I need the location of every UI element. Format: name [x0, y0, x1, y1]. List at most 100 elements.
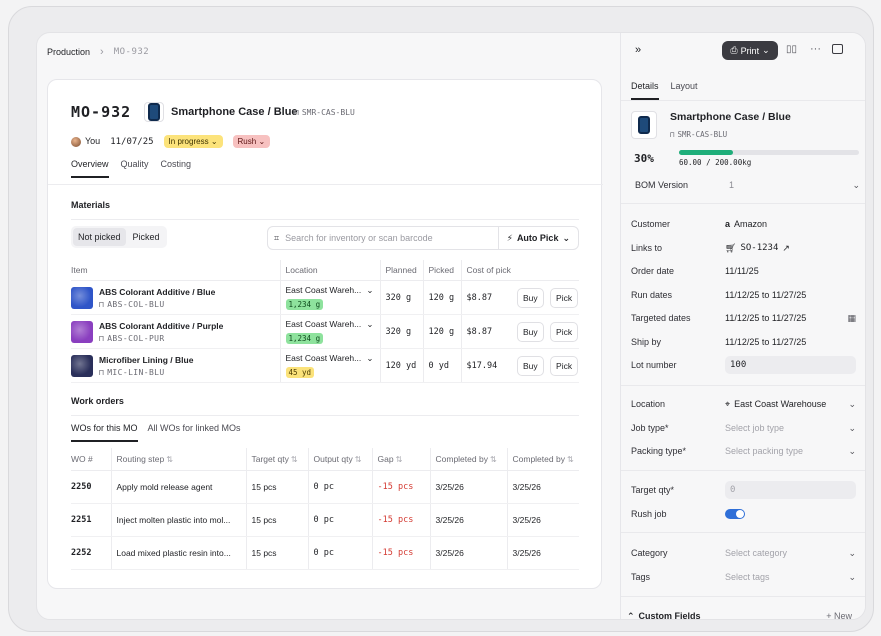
chevron-down-icon[interactable]: ⌄: [848, 422, 856, 433]
product-name[interactable]: Smartphone Case / Blue: [171, 106, 298, 118]
sort-icon[interactable]: ⇅: [354, 455, 362, 464]
col-routing-step[interactable]: Routing step ⇅: [110, 448, 246, 471]
owner[interactable]: You: [71, 136, 100, 147]
chevron-down-icon[interactable]: ⌄: [848, 571, 856, 582]
ship-by-value[interactable]: 11/12/25 to 11/27/25: [725, 337, 807, 347]
tab-wos-this-mo[interactable]: WOs for this MO: [71, 423, 138, 442]
col-gap[interactable]: Gap ⇅: [371, 448, 430, 471]
print-button[interactable]: ⎙ Print ⌄: [722, 41, 778, 60]
work-order-row[interactable]: 2250 Apply mold release agent 15 pcs 0 p…: [71, 470, 579, 504]
collapse-panel-icon[interactable]: »: [635, 44, 642, 56]
buy-button[interactable]: Buy: [517, 321, 544, 342]
product-thumbnail: [631, 111, 657, 139]
order-date-value[interactable]: 11/11/25: [725, 266, 759, 276]
packing-type-row[interactable]: Packing type* Select packing type ⌄: [631, 442, 856, 460]
material-name[interactable]: Microfiber Lining / Blue: [99, 354, 194, 365]
location-cell[interactable]: East Coast Wareh... ⌄ 1,234 g: [279, 280, 380, 315]
sort-icon[interactable]: ⇅: [395, 455, 403, 464]
pick-button[interactable]: Pick: [550, 321, 579, 342]
work-order-row[interactable]: 2252 Load mixed plastic resin into... 15…: [71, 536, 579, 570]
auto-pick-button[interactable]: ⚡ Auto Pick ⌄: [497, 227, 578, 249]
location-row[interactable]: Location ⌖ East Coast Warehouse ⌄: [631, 395, 856, 413]
pick-button[interactable]: Pick: [550, 355, 579, 376]
calendar-icon[interactable]: ▦: [847, 312, 856, 323]
chevron-down-icon: ⌄: [258, 137, 266, 146]
col-completed-by[interactable]: Completed by ⇅: [429, 448, 507, 471]
chevron-down-icon[interactable]: ⌄: [848, 445, 856, 456]
chevron-down-icon[interactable]: ⌄: [848, 547, 856, 558]
chevron-down-icon[interactable]: ⌄: [852, 179, 860, 190]
product-thumbnail: [144, 102, 164, 122]
buy-button[interactable]: Buy: [517, 287, 544, 308]
buy-button[interactable]: Buy: [517, 355, 544, 376]
tab-overview[interactable]: Overview: [71, 159, 109, 178]
chevron-down-icon[interactable]: ⌄: [366, 319, 374, 329]
panel-tabs: Details Layout: [631, 81, 698, 100]
actions-cell: Buy Pick: [517, 280, 579, 315]
chevron-down-icon: ⌄: [562, 232, 570, 243]
planned-cell: 120 yd: [379, 348, 423, 383]
job-type-row[interactable]: Job type* Select job type ⌄: [631, 419, 856, 437]
packing-type-select[interactable]: Select packing type: [725, 446, 804, 456]
barcode-scan-icon[interactable]: ⌗: [274, 232, 280, 243]
breadcrumb-production[interactable]: Production: [47, 47, 91, 57]
sidebar-toggle-icon[interactable]: [832, 44, 843, 54]
filter-not-picked[interactable]: Not picked: [73, 228, 126, 246]
material-name[interactable]: ABS Colorant Additive / Purple: [99, 320, 224, 331]
chevron-down-icon[interactable]: ⌄: [366, 285, 374, 295]
material-image: [71, 286, 93, 309]
completed-by: 3/25/26: [429, 503, 507, 537]
sort-icon[interactable]: ⇅: [290, 455, 298, 464]
tags-select[interactable]: Select tags: [725, 572, 770, 582]
chevron-down-icon[interactable]: ⌄: [848, 398, 856, 409]
pick-button[interactable]: Pick: [550, 287, 579, 308]
sort-icon[interactable]: ⇅: [166, 455, 173, 464]
chevron-down-icon[interactable]: ⌄: [366, 353, 374, 363]
tab-details[interactable]: Details: [631, 81, 659, 100]
sort-icon[interactable]: ⇅: [566, 455, 574, 464]
tags-row[interactable]: Tags Select tags ⌄: [631, 568, 856, 586]
custom-fields-toggle[interactable]: ⌃ Custom Fields: [627, 611, 701, 620]
category-row[interactable]: Category Select category ⌄: [631, 544, 856, 562]
rush-job-toggle[interactable]: [725, 509, 745, 519]
tab-quality[interactable]: Quality: [120, 159, 149, 169]
priority-badge[interactable]: Rush ⌄: [232, 135, 271, 148]
sort-icon[interactable]: ⇅: [489, 455, 497, 464]
targeted-dates-value[interactable]: 11/12/25 to 11/27/25: [725, 313, 807, 323]
col-location: Location: [279, 260, 380, 281]
new-custom-field-button[interactable]: + New: [826, 611, 852, 620]
col-completed-by-2[interactable]: Completed by ⇅: [506, 448, 579, 471]
run-dates-value[interactable]: 11/12/25 to 11/27/25: [725, 290, 807, 300]
book-icon[interactable]: ▯▯: [786, 44, 798, 55]
panel-product-name[interactable]: Smartphone Case / Blue: [670, 111, 791, 123]
bom-version-row[interactable]: BOM Version 1 ⌄: [635, 176, 860, 194]
wo-number[interactable]: 2250: [71, 470, 111, 504]
tab-layout[interactable]: Layout: [670, 81, 698, 91]
work-order-row[interactable]: 2251 Inject molten plastic into mol... 1…: [71, 503, 579, 537]
lot-number-field[interactable]: 100: [725, 356, 856, 374]
inventory-search[interactable]: ⌗ Search for inventory or scan barcode ⚡…: [267, 226, 579, 250]
target-qty-field[interactable]: 0: [725, 481, 856, 499]
material-row: Microfiber Lining / Blue ⊓ MIC-LIN-BLU Ea…: [71, 348, 579, 383]
col-target-qty[interactable]: Target qty ⇅: [245, 448, 308, 471]
material-row: ABS Colorant Additive / Purple ⊓ ABS-COL-…: [71, 314, 579, 349]
tab-all-wos[interactable]: All WOs for linked MOs: [147, 423, 241, 433]
tab-costing[interactable]: Costing: [160, 159, 192, 169]
links-value[interactable]: 🛒︎ SO-1234 ↗: [725, 243, 856, 254]
status-badge[interactable]: In progress ⌄: [163, 135, 223, 148]
job-type-select[interactable]: Select job type: [725, 423, 785, 433]
search-input[interactable]: Search for inventory or scan barcode: [285, 233, 433, 243]
phone-case-icon: [638, 116, 650, 134]
col-output-qty[interactable]: Output qty ⇅: [307, 448, 372, 471]
progress-text: 60.00 / 200.00kg: [679, 158, 752, 167]
filter-picked[interactable]: Picked: [132, 232, 160, 242]
wo-number[interactable]: 2251: [71, 503, 111, 537]
category-select[interactable]: Select category: [725, 548, 788, 558]
customer-value[interactable]: a Amazon: [725, 219, 856, 229]
more-icon[interactable]: ···: [810, 43, 821, 55]
location-cell[interactable]: East Coast Wareh... ⌄ 45 yd: [279, 348, 380, 383]
location-cell[interactable]: East Coast Wareh... ⌄ 1,234 g: [279, 314, 380, 349]
gap-value: -15 pcs: [371, 536, 430, 570]
material-name[interactable]: ABS Colorant Additive / Blue: [99, 286, 216, 297]
wo-number[interactable]: 2252: [71, 536, 111, 570]
